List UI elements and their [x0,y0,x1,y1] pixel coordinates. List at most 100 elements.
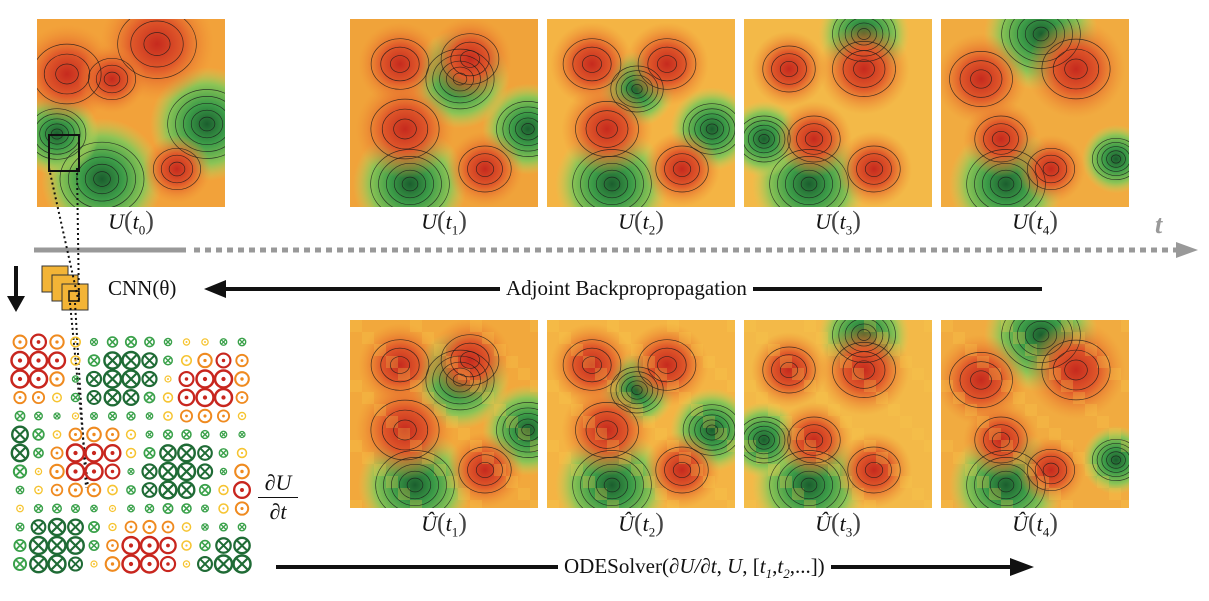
adjoint-label: Adjoint Backpropropagation [500,276,753,301]
circled-dot-icon [139,554,160,574]
circled-dot-icon [178,370,195,388]
circled-x-icon [34,411,43,421]
circled-x-icon [126,411,136,421]
heatmap-u-t3 [744,19,932,207]
circled-dot-icon [161,520,175,534]
circled-x-icon [122,389,140,406]
circled-x-icon [237,337,247,347]
heatmap-uhat-t4 [941,320,1129,508]
circled-dot-icon [10,350,30,371]
circled-x-icon [14,410,26,422]
circled-dot-icon [86,482,102,498]
circled-x-icon [13,538,27,553]
circled-x-icon [51,503,63,514]
circled-dot-icon [29,333,48,351]
circled-x-icon [127,504,135,513]
circled-x-icon [196,555,214,573]
circled-dot-icon [50,483,64,497]
label-u-t1: U(t1) [421,206,467,238]
label-u-t0: U(t0) [108,206,154,238]
down-arrow-icon [7,266,25,312]
circled-dot-icon [90,560,98,568]
circled-dot-icon [105,427,120,442]
circled-dot-icon [236,447,248,459]
circled-dot-icon [86,426,102,443]
circled-dot-icon [10,369,30,389]
circled-x-icon [141,482,158,498]
circled-dot-icon [71,412,80,420]
circled-dot-icon [124,520,138,534]
cnn-label: CNN(θ) [108,276,177,301]
circled-x-icon [163,337,173,347]
circled-dot-icon [65,443,86,463]
circled-x-icon [90,504,98,513]
circled-x-icon [199,539,211,552]
ode-solver-label: ODESolver(∂U/∂t, U, [t1,t2,...]) [558,554,831,583]
circled-x-icon [107,411,118,421]
circled-x-icon [144,336,155,348]
circled-x-icon [238,430,246,439]
circled-dot-icon [195,369,215,389]
circled-x-icon [177,481,196,499]
circled-x-icon [159,444,177,462]
circled-x-icon [219,430,228,439]
circled-x-icon [213,554,234,574]
circled-x-icon [103,388,122,407]
circled-dot-icon [106,539,119,552]
label-u-t4: U(t4) [1012,206,1058,238]
circled-x-icon [197,445,213,461]
circled-x-icon [196,463,214,480]
circled-x-icon [29,554,48,574]
circled-x-icon [237,522,247,532]
circled-x-icon [90,412,98,420]
circled-dot-icon [177,388,196,407]
circled-x-icon [121,369,141,389]
circled-x-icon [67,518,84,536]
circled-x-icon [219,338,228,346]
circled-x-icon [126,485,136,495]
circled-x-icon [86,390,102,405]
circled-x-icon [11,425,29,444]
circled-dot-icon [179,409,194,423]
circled-dot-icon [31,390,46,405]
circled-dot-icon [121,554,141,574]
circled-x-icon [158,461,178,482]
circled-x-icon [163,355,173,366]
circled-x-icon [47,554,67,574]
circled-x-icon [12,556,28,572]
circled-dot-icon [201,338,209,346]
circled-x-icon [88,521,100,533]
circled-dot-icon [216,409,231,423]
circled-x-icon [141,370,158,388]
circled-dot-icon [125,447,137,459]
circled-x-icon [67,556,84,572]
label-uhat-t3: Û(t3) [815,508,861,540]
circled-x-icon [162,429,174,440]
circled-x-icon [89,337,99,347]
circled-x-icon [102,369,123,389]
circled-dot-icon [237,411,247,421]
circled-dot-icon [234,371,250,387]
circled-dot-icon [195,387,215,408]
circled-dot-icon [142,519,157,535]
circled-dot-icon [104,556,121,572]
circled-x-icon [28,535,49,556]
circled-dot-icon [182,338,191,346]
label-uhat-t1: Û(t1) [421,508,467,540]
circled-x-icon [144,503,155,514]
circled-dot-icon [235,353,249,368]
circled-dot-icon [213,387,234,408]
circled-x-icon [32,428,45,441]
circled-x-icon [181,429,192,440]
circled-dot-icon [108,504,117,513]
circled-dot-icon [47,351,67,370]
heatmap-u-t4 [941,19,1129,207]
circled-dot-icon [12,334,28,350]
circled-x-icon [143,391,156,404]
circled-x-icon [103,351,122,370]
label-u-t2: U(t2) [618,206,664,238]
circled-dot-icon [70,355,81,366]
circled-x-icon [141,352,158,369]
cnn-stack-icon [41,265,89,311]
circled-x-icon [70,503,81,514]
